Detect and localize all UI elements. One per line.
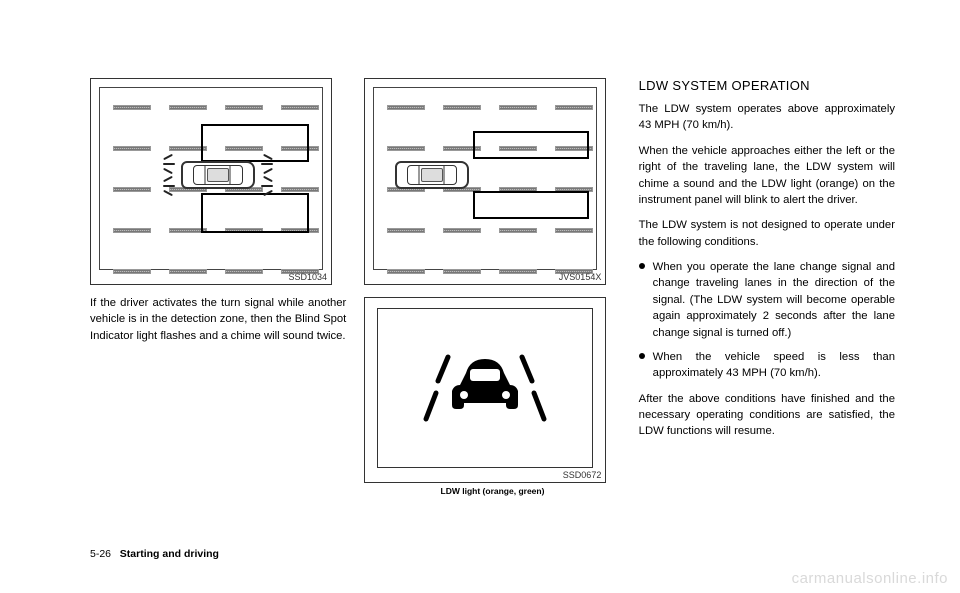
paragraph: The LDW system operates above approximat… bbox=[639, 101, 895, 134]
page-number: 5-26 bbox=[90, 548, 111, 560]
lane-dash bbox=[281, 105, 319, 110]
column-2: JVS0154X bbox=[364, 78, 620, 496]
section-title: Starting and driving bbox=[120, 548, 219, 560]
lane-dash bbox=[281, 187, 319, 192]
bullet-list: When you operate the lane change signal … bbox=[639, 259, 895, 382]
list-item: When you operate the lane change signal … bbox=[639, 259, 895, 341]
signal-rays-icon bbox=[163, 153, 181, 175]
car-roof bbox=[207, 168, 229, 182]
lane-dash bbox=[499, 228, 537, 233]
figure-caption: LDW light (orange, green) bbox=[364, 486, 620, 496]
lane-dash bbox=[387, 228, 425, 233]
detection-zone bbox=[473, 131, 589, 159]
ldw-icon bbox=[420, 345, 550, 435]
detection-zone bbox=[473, 191, 589, 219]
list-item: When the vehicle speed is less than appr… bbox=[639, 349, 895, 382]
section-heading: LDW SYSTEM OPERATION bbox=[639, 78, 895, 93]
lane-dash bbox=[169, 269, 207, 274]
lane-dash bbox=[499, 105, 537, 110]
figure-ldw-light: SSD0672 bbox=[364, 297, 606, 483]
manual-page: SSD1034 If the driver activates the turn… bbox=[90, 78, 895, 568]
detection-zone bbox=[201, 193, 309, 233]
lane-dash bbox=[443, 269, 481, 274]
car-roof bbox=[421, 168, 443, 182]
paragraph: After the above conditions have finished… bbox=[639, 391, 895, 440]
lane-dash bbox=[387, 146, 425, 151]
car-icon bbox=[395, 161, 469, 189]
paragraph: When the vehicle approaches either the l… bbox=[639, 143, 895, 209]
lane-dash bbox=[113, 187, 151, 192]
lane-dash bbox=[225, 105, 263, 110]
figure-tag: SSD0672 bbox=[563, 470, 602, 480]
lane-dash bbox=[555, 228, 593, 233]
lane-dash bbox=[113, 269, 151, 274]
signal-rays-icon bbox=[163, 175, 181, 197]
lane-dash bbox=[387, 269, 425, 274]
lane-dash bbox=[499, 269, 537, 274]
signal-rays-icon bbox=[255, 175, 273, 197]
car-icon bbox=[181, 161, 255, 189]
paragraph: The LDW system is not designed to operat… bbox=[639, 217, 895, 250]
lane-dash bbox=[443, 105, 481, 110]
lane-dash bbox=[113, 105, 151, 110]
figure-scene bbox=[365, 79, 605, 284]
figure-caption-paragraph: If the driver activates the turn signal … bbox=[90, 295, 346, 344]
lane-dash bbox=[555, 105, 593, 110]
figure-bsi-turnsignal: SSD1034 bbox=[90, 78, 332, 285]
lane-dash bbox=[113, 228, 151, 233]
column-1: SSD1034 If the driver activates the turn… bbox=[90, 78, 346, 496]
figure-tag: JVS0154X bbox=[559, 272, 602, 282]
page-footer: 5-26 Starting and driving bbox=[90, 548, 219, 560]
column-3: LDW SYSTEM OPERATION The LDW system oper… bbox=[639, 78, 895, 496]
watermark: carmanualsonline.info bbox=[792, 570, 948, 587]
signal-rays-icon bbox=[255, 153, 273, 175]
figure-scene bbox=[91, 79, 331, 284]
figure-tag: SSD1034 bbox=[288, 272, 327, 282]
lane-dash bbox=[225, 269, 263, 274]
lane-dash bbox=[113, 146, 151, 151]
lane-dash bbox=[443, 228, 481, 233]
figure-ldw-lanes: JVS0154X bbox=[364, 78, 606, 285]
columns: SSD1034 If the driver activates the turn… bbox=[90, 78, 895, 496]
lane-dash bbox=[169, 105, 207, 110]
lane-dash bbox=[387, 105, 425, 110]
